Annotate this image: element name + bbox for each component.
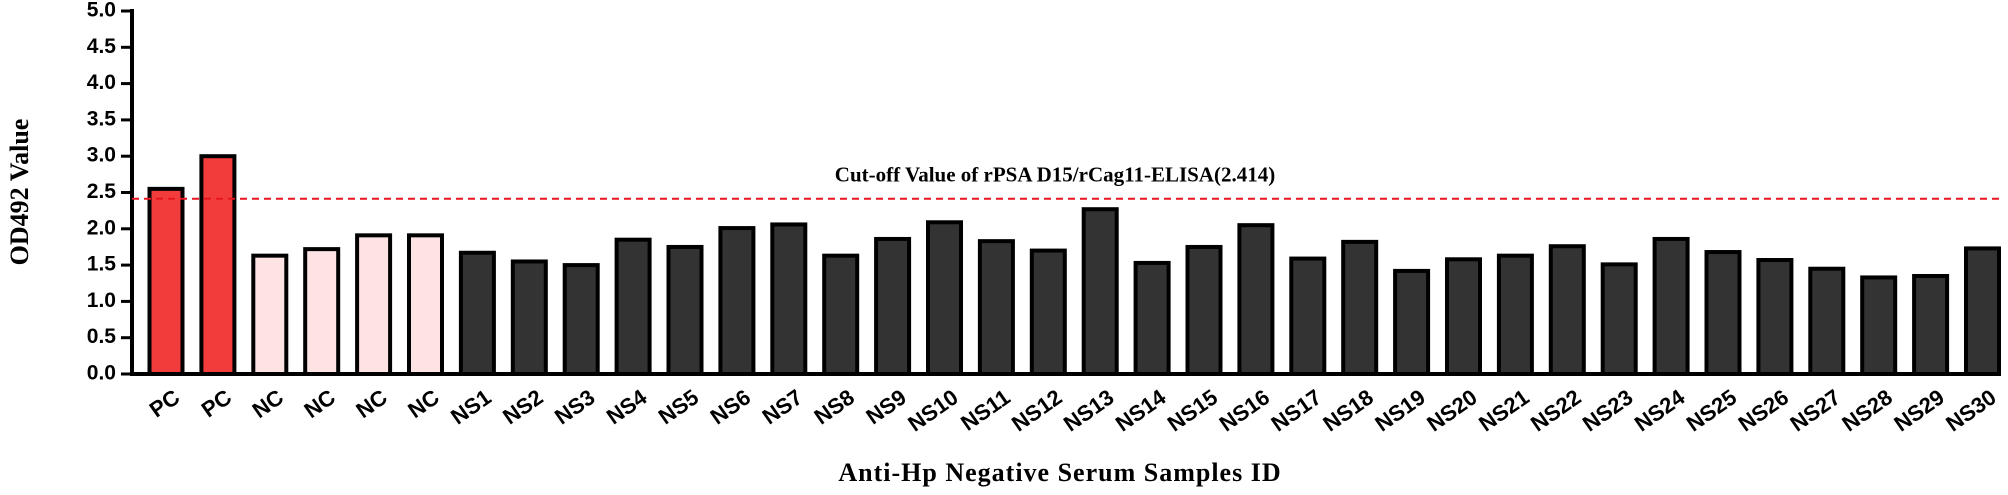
bar xyxy=(1548,244,1586,376)
bar xyxy=(1756,258,1794,377)
bar xyxy=(1133,260,1171,376)
y-tick-label: 1.0 xyxy=(87,289,116,312)
x-tick-label: PC xyxy=(145,384,184,422)
x-tick-label: NS4 xyxy=(602,384,652,429)
y-tick-label: 3.5 xyxy=(87,107,117,130)
bar xyxy=(1081,207,1119,376)
bar xyxy=(718,226,756,376)
bar xyxy=(926,220,963,376)
bar xyxy=(303,247,341,377)
x-tick-label: NS6 xyxy=(706,384,755,429)
y-tick-label: 1.5 xyxy=(87,253,117,276)
bar xyxy=(770,222,808,376)
x-tick-label: NS9 xyxy=(861,384,910,429)
x-tick-label: NS27 xyxy=(1786,384,1845,436)
bar xyxy=(1185,244,1223,376)
x-tick-label: NC xyxy=(403,384,443,423)
bar xyxy=(1237,223,1275,376)
bar xyxy=(1652,236,1690,376)
x-tick-label: NS10 xyxy=(903,384,962,436)
y-tick-label: 2.0 xyxy=(87,216,116,239)
x-tick-label: NC xyxy=(248,384,288,423)
x-tick-label: NS26 xyxy=(1734,384,1793,436)
bar xyxy=(510,259,548,376)
x-tick-label: NC xyxy=(300,384,340,423)
x-tick-label: NS25 xyxy=(1682,384,1741,436)
cutoff-label: Cut-off Value of rPSA D15/rCag11-ELISA(2… xyxy=(835,163,1275,187)
x-tick-label: NS24 xyxy=(1630,384,1690,436)
x-axis-title: Anti-Hp Negative Serum Samples ID xyxy=(838,458,1281,487)
bar xyxy=(1289,256,1327,377)
x-tick-label: NS18 xyxy=(1318,384,1377,436)
y-tick-label: 0.5 xyxy=(87,325,117,348)
bar xyxy=(666,244,704,376)
bar xyxy=(147,186,185,376)
bar xyxy=(1808,266,1846,377)
bar xyxy=(458,250,496,376)
bar xyxy=(1964,246,2001,376)
y-tick-label: 5.0 xyxy=(87,0,116,22)
x-tick-label: NS14 xyxy=(1111,384,1171,436)
x-tick-label: NS22 xyxy=(1526,384,1585,436)
x-tick-label: NS21 xyxy=(1474,384,1533,436)
x-tick-label: NS11 xyxy=(956,384,1014,435)
bar xyxy=(614,237,652,376)
bar xyxy=(1860,275,1898,376)
x-tick-label: NS7 xyxy=(758,384,807,429)
bar xyxy=(562,263,600,377)
bar xyxy=(1341,239,1379,376)
y-tick-label: 0.0 xyxy=(87,362,116,385)
y-tick-label: 4.5 xyxy=(87,35,117,58)
x-tick-label: NS16 xyxy=(1215,384,1274,436)
x-tick-label: NS17 xyxy=(1267,384,1326,436)
bar xyxy=(874,236,912,376)
bar xyxy=(1496,253,1534,376)
y-tick-label: 2.5 xyxy=(87,180,117,203)
y-tick-label: 3.0 xyxy=(87,144,116,167)
bar xyxy=(1029,248,1067,376)
x-tick-label: NS5 xyxy=(654,384,703,429)
x-tick-label: NS1 xyxy=(446,384,495,429)
x-tick-label: NS12 xyxy=(1007,384,1066,436)
bar xyxy=(407,233,444,376)
y-axis-title: OD492 Value xyxy=(5,119,34,266)
bar xyxy=(977,239,1015,376)
x-tick-label: NS29 xyxy=(1889,384,1948,436)
bar xyxy=(251,253,289,376)
x-tick-label: NS19 xyxy=(1370,384,1429,436)
x-tick-label: NS15 xyxy=(1163,384,1222,436)
x-tick-label: NS23 xyxy=(1578,384,1637,436)
bar xyxy=(1600,262,1638,376)
bar xyxy=(1393,268,1431,376)
x-tick-label: PC xyxy=(197,384,236,422)
bar xyxy=(822,253,860,376)
x-tick-label: NS13 xyxy=(1059,384,1118,436)
y-tick-label: 4.0 xyxy=(87,71,116,94)
x-tick-label: NS20 xyxy=(1422,384,1481,436)
x-tick-label: NS30 xyxy=(1941,384,2000,436)
x-tick-label: NS2 xyxy=(498,384,547,429)
bar xyxy=(1912,273,1950,376)
x-tick-label: NS28 xyxy=(1837,384,1896,436)
bar xyxy=(355,233,393,376)
bar xyxy=(1704,250,1742,376)
bar xyxy=(199,154,237,376)
x-tick-label: NC xyxy=(351,384,391,423)
bar xyxy=(1445,257,1482,376)
x-tick-label: NS3 xyxy=(550,384,599,429)
x-tick-label: NS8 xyxy=(810,384,859,429)
